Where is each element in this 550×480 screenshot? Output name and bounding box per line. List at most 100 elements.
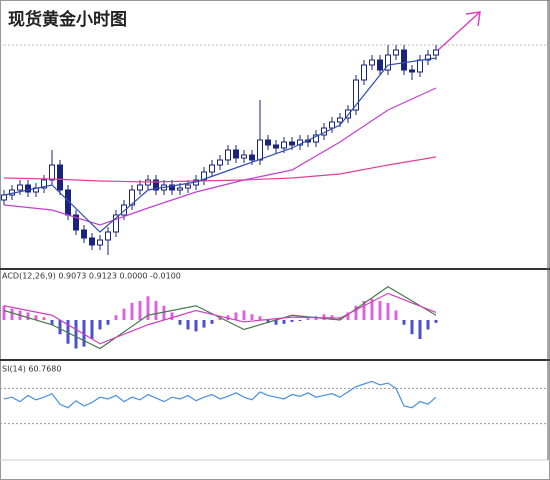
histogram-bar <box>234 312 238 320</box>
candle-body <box>337 117 343 123</box>
candle-body <box>137 184 143 191</box>
histogram-bar <box>266 320 270 323</box>
trend-arrow <box>435 11 481 53</box>
histogram-bar <box>114 315 118 320</box>
histogram-bar <box>298 320 302 321</box>
histogram-bar <box>218 317 222 320</box>
candle-body <box>417 59 423 73</box>
candle-body <box>121 204 127 216</box>
rsi-line <box>3 380 437 409</box>
candle-body <box>185 184 191 189</box>
histogram-bar <box>138 301 142 320</box>
histogram-bar <box>386 302 390 320</box>
candle-body <box>225 149 231 161</box>
indicator-line <box>3 87 437 226</box>
histogram-bar <box>154 301 158 320</box>
candle-body <box>329 121 335 129</box>
histogram-bar <box>250 314 254 320</box>
candle-body <box>41 179 47 189</box>
candle-body <box>249 154 255 161</box>
histogram-bar <box>202 320 206 328</box>
histogram-bar <box>98 320 102 330</box>
candle-body <box>377 59 383 71</box>
histogram-bar <box>362 301 366 320</box>
candle-body <box>393 49 399 56</box>
candle-body <box>257 139 263 161</box>
candle-body <box>177 187 183 191</box>
candle-body <box>353 79 359 111</box>
histogram-bar <box>282 320 286 324</box>
candle-body <box>345 109 351 119</box>
candle-body <box>201 171 207 181</box>
candle-body <box>209 164 215 173</box>
candle-body <box>217 159 223 166</box>
candle-body <box>273 144 279 149</box>
candle-body <box>105 231 111 241</box>
histogram-bar <box>2 305 6 320</box>
histogram-bar <box>194 320 198 332</box>
macd-label: ACD(12,26,9) 0.9073 0.9123 0.0000 -0.010… <box>2 272 181 281</box>
histogram-bar <box>434 320 438 323</box>
histogram-bar <box>322 314 326 320</box>
histogram-bar <box>130 302 134 320</box>
histogram-bar <box>170 312 174 320</box>
histogram-bar <box>394 310 398 320</box>
candle-body <box>57 164 63 191</box>
histogram-bar <box>178 320 182 325</box>
candle-body <box>169 184 175 191</box>
histogram-bar <box>146 296 150 320</box>
candle-body <box>113 214 119 233</box>
candle-body <box>385 54 391 71</box>
candle-body <box>241 154 247 159</box>
histogram-bar <box>378 301 382 320</box>
candle-body <box>401 49 407 71</box>
histogram-bar <box>426 320 430 330</box>
candle-body <box>433 49 439 56</box>
candle-body <box>97 239 103 246</box>
histogram-bar <box>34 315 38 320</box>
candle-body <box>17 184 23 191</box>
histogram-bar <box>290 320 294 322</box>
candle-body <box>129 189 135 206</box>
candle-body <box>289 141 295 146</box>
histogram-bar <box>74 320 78 349</box>
indicator-line <box>3 57 437 233</box>
candle-body <box>81 229 87 239</box>
histogram-bar <box>162 305 166 320</box>
candle-body <box>281 141 287 149</box>
candle-body <box>265 139 271 146</box>
histogram-bar <box>242 310 246 320</box>
histogram-bar <box>354 305 358 320</box>
candle-body <box>49 164 55 181</box>
candle-body <box>369 59 375 66</box>
candle-body <box>425 54 431 61</box>
histogram-bar <box>66 320 70 344</box>
histogram-bar <box>90 320 94 339</box>
histogram-bar <box>274 320 278 325</box>
histogram-bar <box>346 312 350 320</box>
histogram-bar <box>58 320 62 335</box>
histogram-bar <box>258 316 262 320</box>
candle-body <box>89 237 95 246</box>
histogram-bar <box>402 320 406 325</box>
candle-body <box>153 179 159 191</box>
histogram-bar <box>370 299 374 320</box>
indicator-line <box>3 286 437 350</box>
candle-body <box>25 184 31 193</box>
chart-title: 现货黄金小时图 <box>8 9 127 30</box>
histogram-bar <box>410 320 414 335</box>
candle-body <box>73 214 79 231</box>
candle-body <box>313 134 319 143</box>
indicator-line <box>3 156 437 183</box>
candle-body <box>361 64 367 81</box>
candle-body <box>1 194 7 201</box>
histogram-bar <box>82 320 86 347</box>
histogram-bar <box>26 312 30 320</box>
candle-body <box>233 149 239 159</box>
histogram-bar <box>306 318 310 320</box>
candle-body <box>409 69 415 73</box>
histogram-bar <box>186 320 190 330</box>
histogram-bar <box>10 308 14 320</box>
histogram-bar <box>42 317 46 320</box>
indicator-line <box>3 292 437 345</box>
